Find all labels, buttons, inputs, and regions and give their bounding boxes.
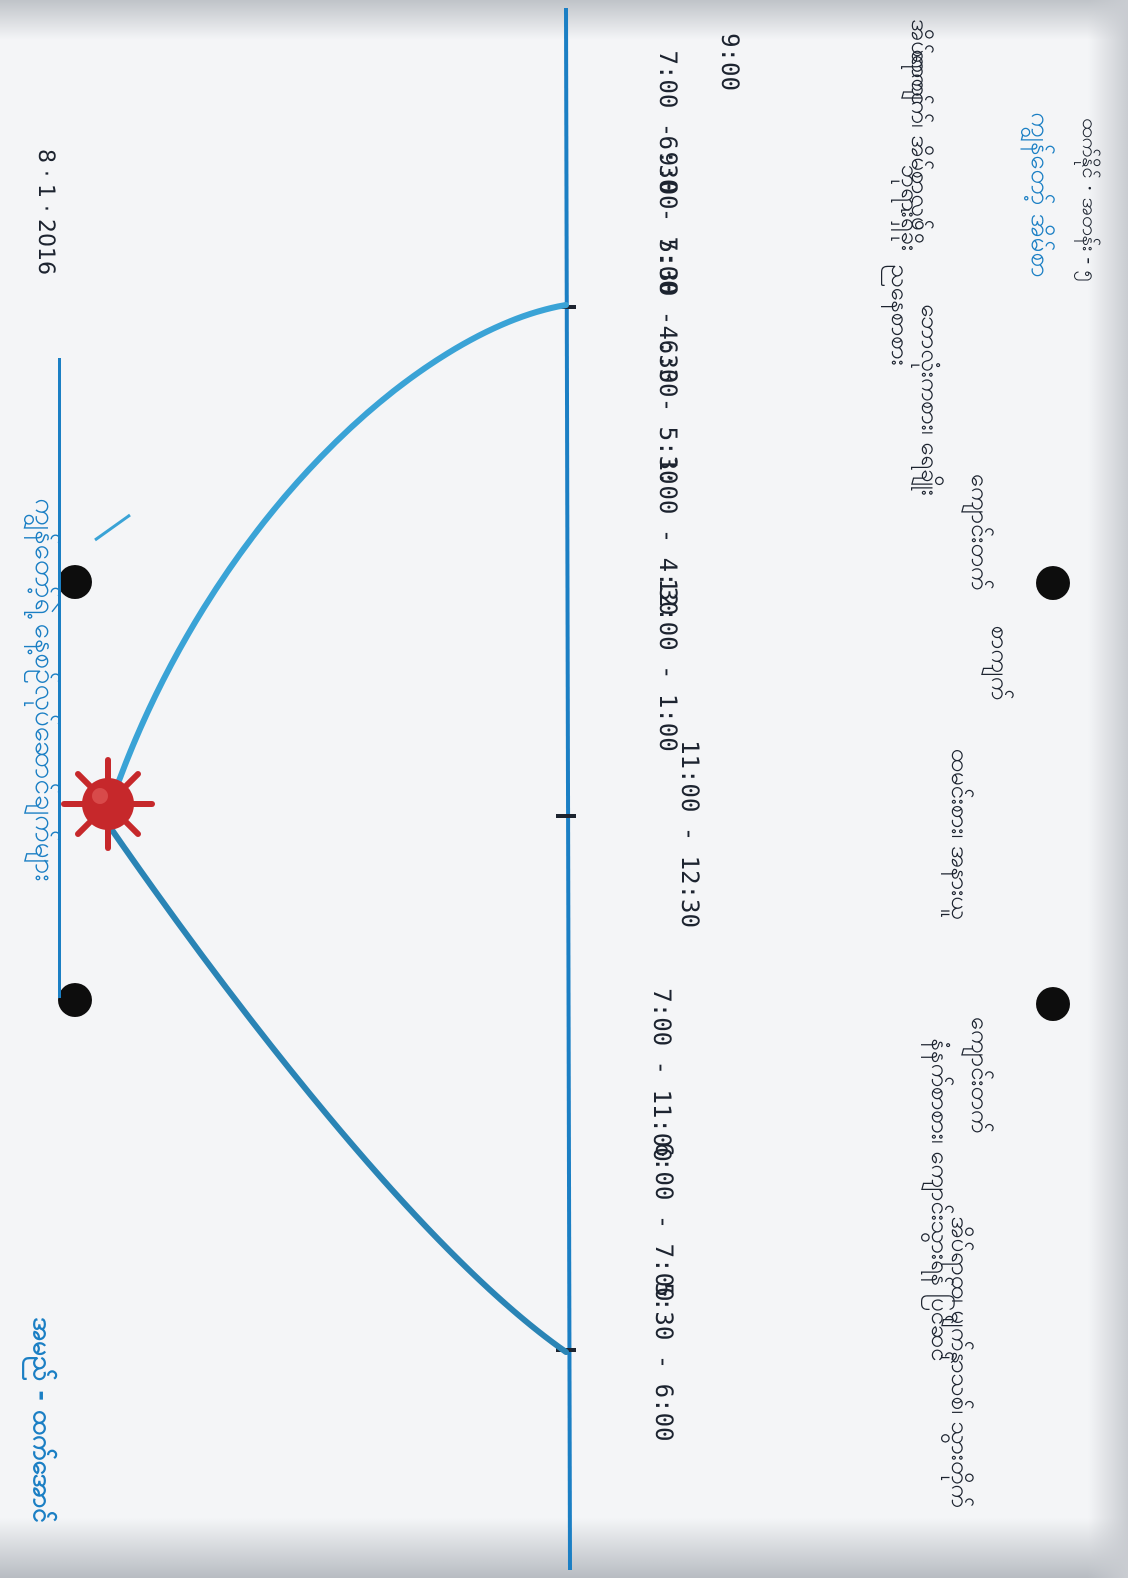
entry-time: 11:00 - 12:30	[676, 740, 704, 928]
sun-icon	[61, 757, 155, 851]
timeline-axis	[564, 7, 572, 1571]
hole-icon	[1036, 566, 1070, 600]
sun-path-morning	[109, 827, 569, 1355]
paper-edge-bottom	[0, 1518, 1128, 1578]
entry-time: 9:00	[716, 33, 744, 91]
paper-edge-right	[1088, 0, 1128, 1578]
entry-activity: ဘောလုံးကစား၊ ရေချိုး	[916, 304, 944, 496]
date-text: 8 · 1 · 2016	[33, 149, 58, 275]
entry-activity: အိပ်ရာဝင်	[906, 18, 934, 106]
page-title: ကျွန်တော့်ရဲ့ နေ့စဉ်လုပ်ဆောင်ချက်များ	[29, 498, 62, 882]
hole-icon	[58, 983, 92, 1017]
entry-activity: နံနက်စာစား၊ ကျောင်းသွားရန် ပြင်ဆင်	[926, 1038, 954, 1362]
entry-time: 7:00 - 11:00	[648, 988, 676, 1162]
hole-icon	[1036, 987, 1070, 1021]
entry-time: 6:00 - 7:00	[650, 1142, 678, 1302]
entry-time: 5:30 - 6:00	[650, 1282, 678, 1442]
entry-activity: ကျောင်းတက်	[966, 1016, 994, 1134]
corner-note-class: ထက်နိုင် · အတန်း - ၅	[1078, 118, 1102, 282]
entry-time: 7:00 - 9:00	[654, 50, 682, 210]
sun-path-evening	[109, 302, 569, 803]
title-underline	[58, 358, 61, 998]
homework-heading: ကျွန်တော့် အိမ်စာ	[1025, 112, 1055, 278]
entry-activity: ကျောင်းတက်	[966, 473, 994, 591]
stray-stroke	[94, 513, 131, 542]
entry-activity: စာကျက်	[986, 625, 1014, 701]
entry-activity: ထမင်းစား၊ အနားယူ	[946, 748, 974, 920]
student-name: အမည် - ထက်အောင်	[27, 1317, 57, 1523]
hole-icon	[58, 565, 92, 599]
paper-edge-top	[0, 0, 1128, 40]
entry-activity: ညနေစာစား	[886, 264, 914, 366]
